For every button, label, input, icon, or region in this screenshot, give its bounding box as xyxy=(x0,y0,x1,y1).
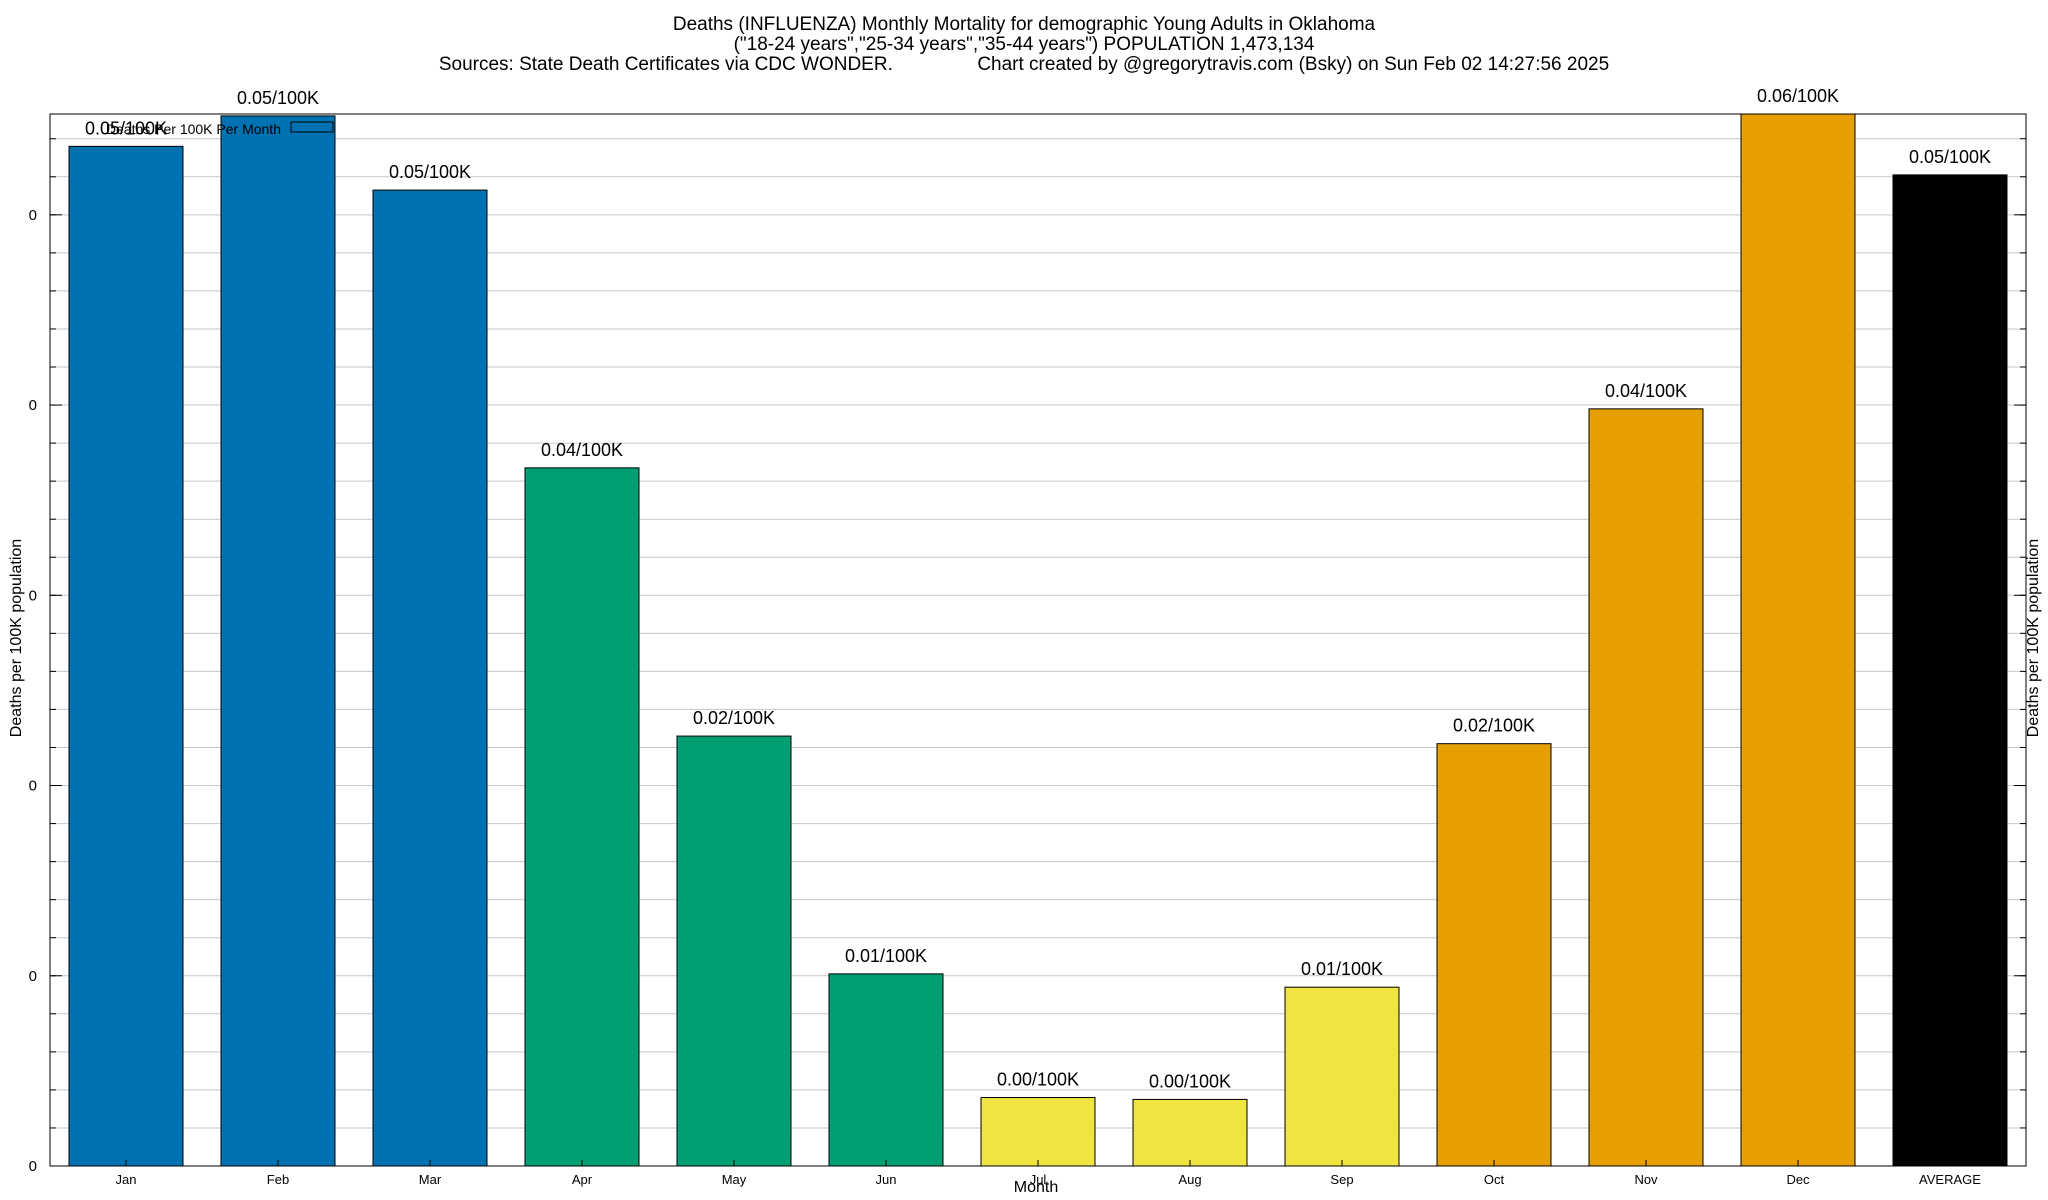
legend-swatch xyxy=(290,121,334,133)
bar-mar xyxy=(372,189,488,1167)
plot-frame xyxy=(49,113,2027,1167)
value-label-jan: 0.05/100K xyxy=(85,118,167,138)
x-axis-title: Month xyxy=(1014,1179,1058,1196)
title-line-3: Sources: State Death Certificates via CD… xyxy=(439,54,1609,75)
value-label-feb: 0.05/100K xyxy=(237,88,319,108)
bar-may xyxy=(676,735,792,1167)
x-tick-label-average: AVERAGE xyxy=(1919,1172,1981,1187)
x-tick-label-jan: Jan xyxy=(116,1172,137,1187)
bar-aug xyxy=(1132,1098,1248,1167)
bars xyxy=(68,113,2008,1167)
value-label-mar: 0.05/100K xyxy=(389,162,471,182)
x-tick-label-aug: Aug xyxy=(1178,1172,1201,1187)
x-tick-label-feb: Feb xyxy=(267,1172,289,1187)
value-label-apr: 0.04/100K xyxy=(541,440,623,460)
x-tick-label-oct: Oct xyxy=(1484,1172,1505,1187)
value-label-may: 0.02/100K xyxy=(693,708,775,728)
y-tick-label: 0 xyxy=(29,968,37,985)
value-label-nov: 0.04/100K xyxy=(1605,381,1687,401)
x-tick-label-jul: Jul xyxy=(1030,1172,1047,1187)
title-line-1: Deaths (INFLUENZA) Monthly Mortality for… xyxy=(673,14,1376,35)
bar-average xyxy=(1892,174,2008,1167)
bar-apr xyxy=(524,467,640,1167)
x-tick-label-mar: Mar xyxy=(419,1172,442,1187)
x-tick-label-apr: Apr xyxy=(572,1172,593,1187)
legend-label: Deaths Per 100K Per Month xyxy=(106,121,281,137)
title-line-2: ("18-24 years","25-34 years","35-44 year… xyxy=(734,34,1315,55)
gridlines xyxy=(50,138,2026,1129)
bar-dec xyxy=(1740,113,1856,1167)
y-tick-label: 0 xyxy=(29,1158,37,1175)
value-label-sep: 0.01/100K xyxy=(1301,959,1383,979)
x-tick-label-sep: Sep xyxy=(1330,1172,1353,1187)
bar-sep xyxy=(1284,986,1400,1167)
axis-ticks: 0 0 0 0 0 0 Jan Feb Mar Apr May Jun Jul Aug Sep Oct Nov D… xyxy=(29,138,2026,1187)
bar-oct xyxy=(1436,743,1552,1167)
y-tick-label: 0 xyxy=(29,207,37,224)
value-label-aug: 0.00/100K xyxy=(1149,1071,1231,1091)
value-label-dec: 0.06/100K xyxy=(1757,86,1839,106)
value-labels: 0.05/100K 0.05/100K 0.05/100K 0.04/100K 0.02… xyxy=(85,86,1991,1091)
x-tick-label-jun: Jun xyxy=(876,1172,897,1187)
bar-jul xyxy=(980,1097,1096,1167)
bar-nov xyxy=(1588,408,1704,1167)
legend: Deaths Per 100K Per Month xyxy=(106,121,334,137)
x-tick-label-dec: Dec xyxy=(1786,1172,1810,1187)
x-tick-label-may: May xyxy=(722,1172,747,1187)
y-tick-label: 0 xyxy=(29,587,37,604)
value-label-average: 0.05/100K xyxy=(1909,147,1991,167)
y-tick-label: 0 xyxy=(29,397,37,414)
y-tick-label: 0 xyxy=(29,778,37,795)
value-label-oct: 0.02/100K xyxy=(1453,716,1535,736)
x-tick-label-nov: Nov xyxy=(1634,1172,1658,1187)
value-label-jul: 0.00/100K xyxy=(997,1070,1079,1090)
value-label-jun: 0.01/100K xyxy=(845,946,927,966)
chart-title: Deaths (INFLUENZA) Monthly Mortality for… xyxy=(439,14,1609,75)
bar-jun xyxy=(828,973,944,1167)
y-axis-title: Deaths per 100K population xyxy=(8,539,25,737)
y-axis-title-right: Deaths per 100K population xyxy=(2025,539,2042,737)
bar-jan xyxy=(68,145,184,1167)
bar-feb xyxy=(220,115,336,1167)
